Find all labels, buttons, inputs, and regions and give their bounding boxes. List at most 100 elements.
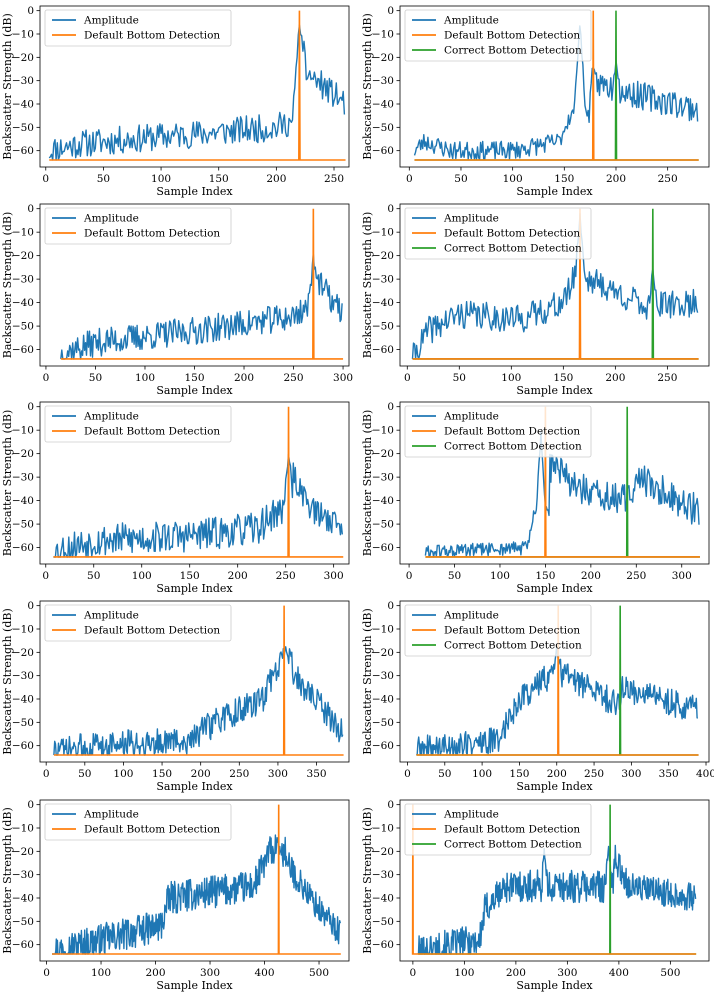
x-tick-label: 0	[43, 768, 50, 780]
x-tick-label: 200	[605, 372, 625, 384]
legend-box	[44, 604, 232, 642]
legend-label-default: Default Bottom Detection	[444, 625, 580, 637]
x-tick-label: 200	[191, 768, 211, 780]
amplitude-line	[48, 24, 346, 161]
y-tick-label: −20	[12, 846, 34, 858]
x-tick-label: 200	[506, 967, 526, 979]
axes-frame	[399, 600, 710, 763]
x-tick-label: 50	[78, 768, 91, 780]
legend-label-default: Default Bottom Detection	[444, 824, 580, 836]
x-tick-label: 250	[584, 768, 604, 780]
y-axis-label: Backscatter Strength (dB)	[361, 608, 374, 755]
y-tick-label: −30	[372, 274, 394, 286]
x-axis-label: Sample Index	[156, 979, 233, 992]
x-tick-label: 0	[406, 173, 413, 185]
default-bottom-line	[414, 10, 699, 161]
y-tick-label: −20	[372, 846, 394, 858]
x-axis-label: Sample Index	[156, 185, 233, 198]
legend-label-amplitude: Amplitude	[83, 15, 139, 27]
x-tick-label: 150	[180, 570, 200, 582]
y-tick-label: −30	[12, 75, 34, 87]
legend-box	[44, 405, 232, 443]
x-tick-label: 100	[113, 768, 133, 780]
default-bottom-line	[51, 804, 341, 955]
y-tick-label: −40	[12, 694, 34, 706]
x-tick-label: 50	[97, 173, 110, 185]
y-axis-label: Backscatter Strength (dB)	[1, 807, 14, 954]
x-tick-label: 100	[472, 768, 492, 780]
x-tick-label: 150	[535, 570, 555, 582]
x-tick-label: 100	[91, 967, 111, 979]
y-tick-label: 0	[27, 401, 34, 413]
amplitude-line	[53, 453, 343, 558]
legend: Amplitude Default Bottom Detection Correct…	[404, 9, 592, 62]
x-tick-label: 300	[672, 570, 692, 582]
legend-label-correct: Correct Bottom Detection	[444, 243, 582, 255]
y-tick-label: −50	[12, 321, 34, 333]
y-tick-label: −50	[12, 122, 34, 134]
y-tick-label: −40	[372, 495, 394, 507]
y-tick-label: −20	[12, 52, 34, 64]
x-axis-label: Sample Index	[516, 979, 593, 992]
y-tick-label: −30	[12, 670, 34, 682]
y-tick-label: −20	[12, 448, 34, 460]
x-tick-label: 50	[438, 768, 451, 780]
y-tick-label: −30	[372, 75, 394, 87]
legend-label-default: Default Bottom Detection	[444, 426, 580, 438]
default-bottom-line	[60, 208, 344, 360]
axes-frame	[399, 203, 710, 367]
y-axis-label: Backscatter Strength (dB)	[1, 212, 14, 359]
x-tick-label: 250	[229, 768, 249, 780]
y-tick-label: −40	[372, 99, 394, 111]
y-tick-label: −10	[372, 823, 394, 835]
default-bottom-line	[53, 605, 344, 756]
legend: Amplitude Default Bottom Detection	[44, 803, 232, 841]
amplitude-line	[51, 834, 341, 955]
x-tick-label: 250	[658, 173, 678, 185]
axes-frame	[399, 799, 710, 962]
y-tick-label: −50	[372, 916, 394, 928]
y-axis-label: Backscatter Strength (dB)	[361, 410, 374, 557]
legend-box	[44, 803, 232, 841]
y-axis-label: Backscatter Strength (dB)	[361, 807, 374, 954]
y-tick-label: −30	[372, 869, 394, 881]
plot-area	[48, 10, 346, 161]
y-tick-label: −10	[12, 29, 34, 41]
legend-box	[404, 604, 592, 657]
x-tick-label: 200	[266, 173, 286, 185]
x-tick-label: 400	[696, 768, 714, 780]
y-tick-label: −10	[372, 227, 394, 239]
x-tick-label: 300	[200, 967, 220, 979]
x-tick-label: 150	[509, 768, 529, 780]
y-tick-label: 0	[387, 5, 394, 17]
x-tick-label: 400	[255, 967, 275, 979]
legend-label-amplitude: Amplitude	[443, 610, 499, 622]
y-axis-label: Backscatter Strength (dB)	[361, 13, 374, 160]
y-tick-label: 0	[27, 799, 34, 811]
x-tick-label: 0	[42, 570, 49, 582]
plot-area	[53, 605, 344, 756]
legend-label-amplitude: Amplitude	[443, 809, 499, 821]
legend-label-amplitude: Amplitude	[83, 610, 139, 622]
amplitude-line	[417, 844, 697, 955]
amplitude-line	[411, 212, 699, 360]
legend-label-default: Default Bottom Detection	[84, 824, 220, 836]
chart-panel-8: 0 50 100 150 200 250 300 350 400 0 −10 −20 −30 −40 −50…	[361, 600, 714, 793]
y-tick-label: −20	[372, 647, 394, 659]
y-tick-label: −10	[372, 29, 394, 41]
legend-label-correct: Correct Bottom Detection	[444, 441, 582, 453]
x-tick-label: 150	[184, 372, 204, 384]
legend-label-default: Default Bottom Detection	[444, 30, 580, 42]
y-tick-label: −30	[372, 670, 394, 682]
y-tick-label: 0	[27, 600, 34, 612]
x-tick-label: 50	[454, 173, 467, 185]
x-tick-label: 0	[43, 967, 50, 979]
y-tick-label: −50	[372, 321, 394, 333]
chart-panel-2: 0 50 100 150 200 250 0 −10 −20 −30 −40 −50 −60 Sample…	[361, 5, 710, 198]
amplitude-line	[60, 253, 343, 360]
y-tick-label: −60	[372, 344, 394, 356]
x-tick-label: 350	[659, 768, 679, 780]
y-tick-label: −30	[12, 869, 34, 881]
y-tick-label: −60	[12, 939, 34, 951]
axes-frame	[39, 5, 350, 168]
